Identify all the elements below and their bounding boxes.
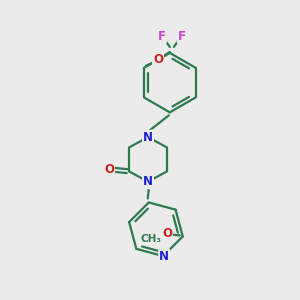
Text: O: O bbox=[104, 163, 114, 176]
Text: N: N bbox=[159, 250, 169, 262]
Text: F: F bbox=[158, 30, 166, 43]
Text: O: O bbox=[153, 53, 163, 66]
Text: CH₃: CH₃ bbox=[140, 234, 161, 244]
Text: N: N bbox=[143, 130, 153, 144]
Text: F: F bbox=[178, 30, 186, 43]
Text: O: O bbox=[162, 227, 172, 240]
Text: N: N bbox=[143, 175, 153, 188]
